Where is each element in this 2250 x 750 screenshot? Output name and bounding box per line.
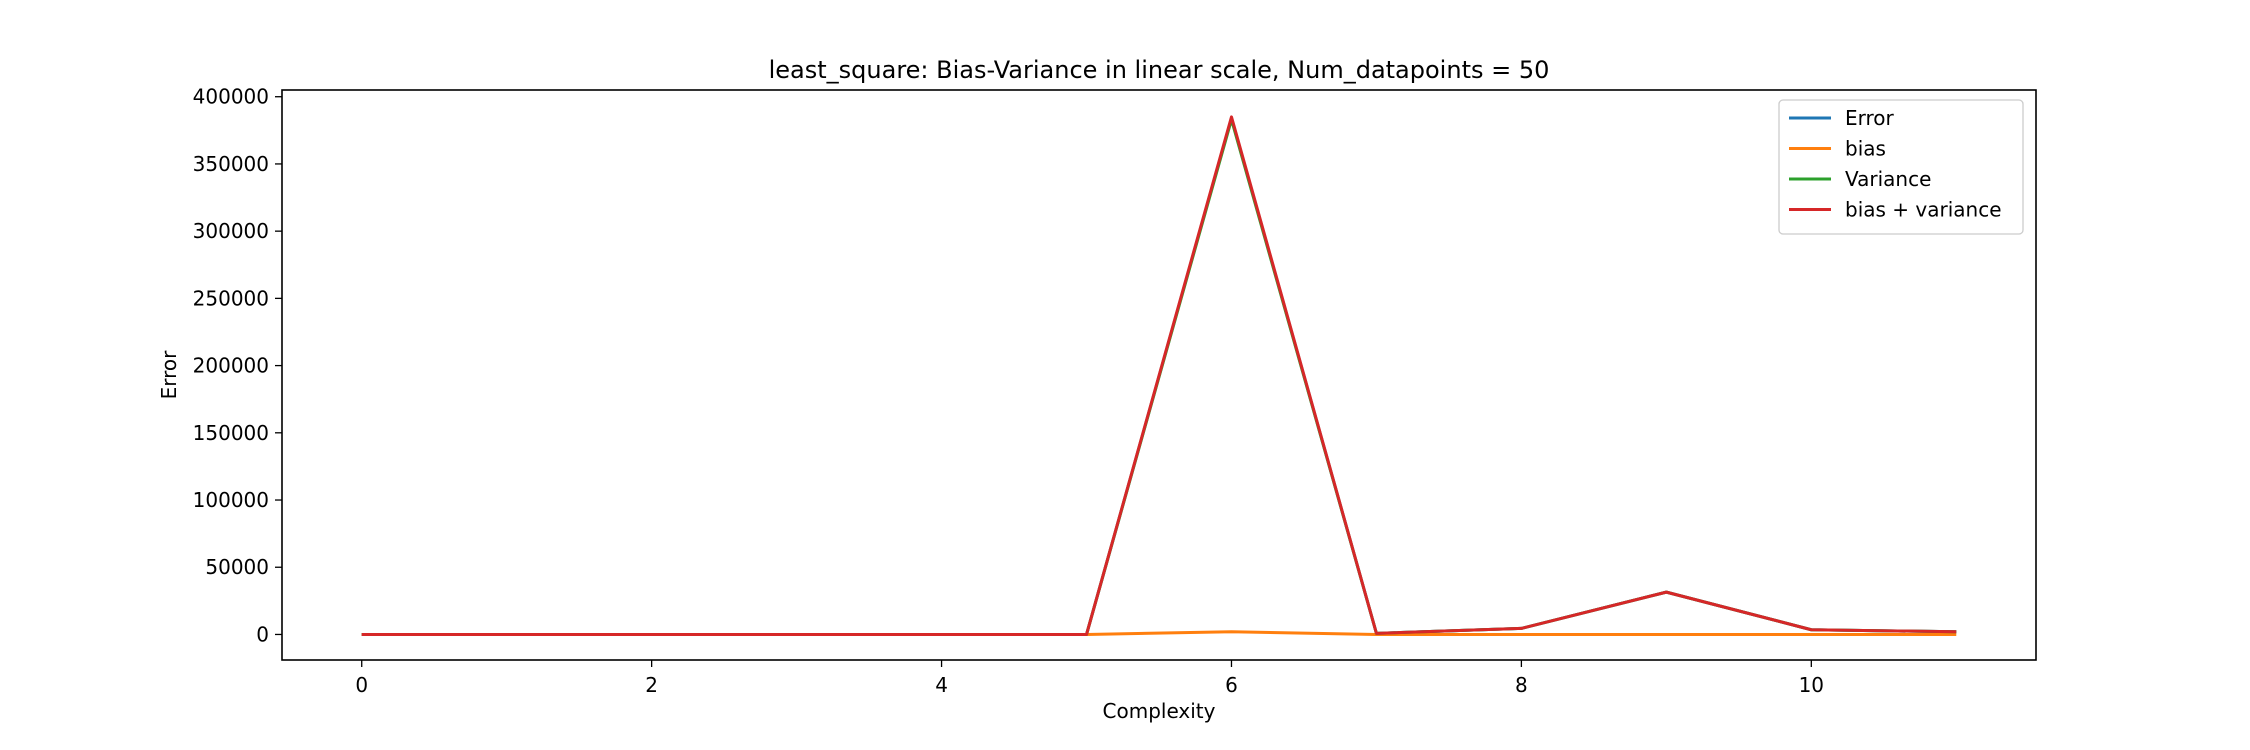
legend-box — [1778, 99, 2024, 235]
legend: Error bias Variance bias + variance — [1778, 99, 2024, 235]
legend-label-error: Error — [1845, 106, 1895, 130]
x-tick-label: 2 — [645, 673, 658, 697]
x-tick-label: 4 — [935, 673, 948, 697]
x-axis-label: Complexity — [1103, 699, 1216, 723]
x-tick-label: 0 — [355, 673, 368, 697]
y-tick-label: 50000 — [205, 555, 269, 579]
y-tick-label: 300000 — [193, 219, 269, 243]
y-tick-label: 200000 — [193, 354, 269, 378]
y-tick-label: 350000 — [193, 152, 269, 176]
y-tick-label: 250000 — [193, 286, 269, 310]
legend-label-bias: bias — [1845, 137, 1886, 161]
y-tick-label: 0 — [256, 622, 269, 646]
chart-title: least_square: Bias-Variance in linear sc… — [769, 56, 1550, 84]
axes-frame — [281, 89, 2037, 661]
y-axis-ticks: 0 50000 100000 150000 200000 250000 300000 3500… — [193, 85, 282, 646]
legend-label-variance: Variance — [1845, 167, 1931, 191]
x-tick-label: 8 — [1515, 673, 1528, 697]
x-tick-label: 10 — [1799, 673, 1824, 697]
plot-area — [361, 115, 1957, 636]
series-line-bias-variance — [361, 115, 1957, 636]
y-tick-label: 150000 — [193, 421, 269, 445]
y-tick-label: 100000 — [193, 488, 269, 512]
x-tick-label: 6 — [1225, 673, 1238, 697]
x-axis-ticks: 0 2 4 6 8 10 — [355, 660, 1824, 697]
y-tick-label: 400000 — [193, 85, 269, 109]
y-axis-label: Error — [157, 350, 181, 400]
legend-label-bias-variance: bias + variance — [1845, 198, 2002, 222]
